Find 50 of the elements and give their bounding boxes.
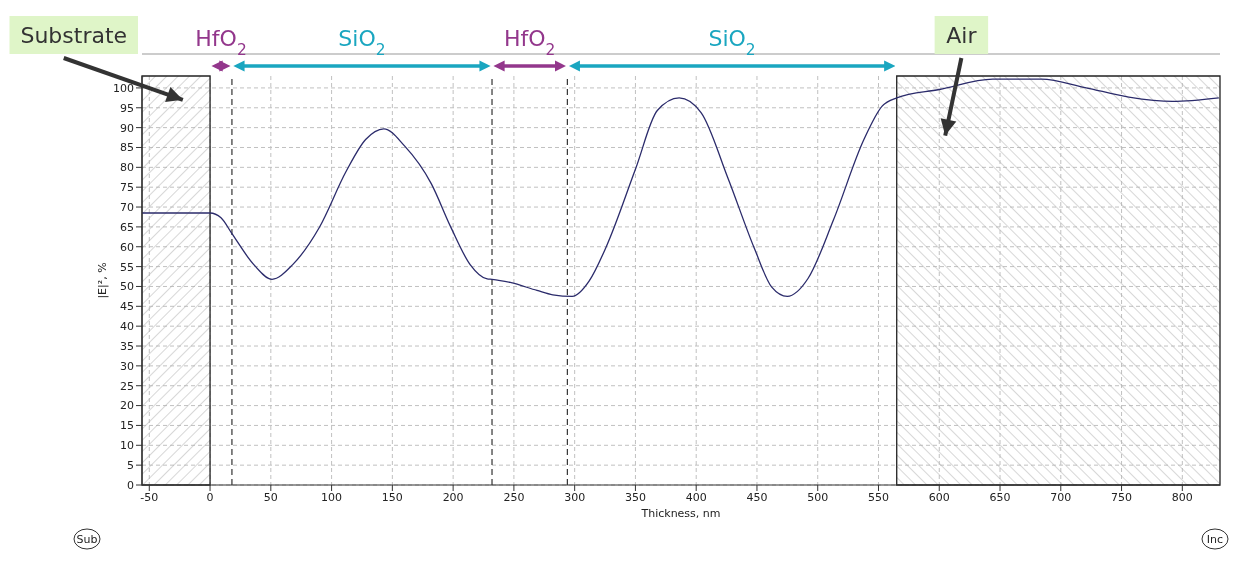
band-label: Substrate <box>20 23 128 48</box>
x-tick-label: 350 <box>624 490 646 504</box>
y-tick-label: 90 <box>120 121 134 135</box>
x-tick-label: 600 <box>928 490 950 504</box>
text: HfO$_{2}$ <box>195 26 247 59</box>
x-tick-label: 550 <box>867 490 889 504</box>
x-tick-label: 750 <box>1111 490 1133 504</box>
x-tick-label: 500 <box>807 490 829 504</box>
x-tick-label: 0 <box>206 490 214 504</box>
y-tick-label: 15 <box>120 419 134 433</box>
x-tick-label: 450 <box>746 490 768 504</box>
y-tick-label: 75 <box>120 181 134 195</box>
y-tick-label: 20 <box>120 399 134 413</box>
y-tick-label: 85 <box>120 141 134 155</box>
x-tick-label: 700 <box>1050 490 1072 504</box>
text: SiO$_{2}$ <box>708 26 756 59</box>
x-tick-label: 650 <box>989 490 1011 504</box>
y-tick-label: 100 <box>113 81 134 95</box>
y-axis-title: |E|², % <box>95 262 109 299</box>
y-tick-label: 5 <box>127 459 134 473</box>
x-tick-label: 150 <box>381 490 403 504</box>
x-tick-label: 300 <box>564 490 586 504</box>
y-tick-label: 30 <box>120 359 134 373</box>
line-series <box>142 78 1220 298</box>
text: Inc <box>1206 533 1224 546</box>
y-tick-label: 40 <box>120 320 134 334</box>
y-tick-label: 25 <box>120 379 134 393</box>
y-tick-label: 50 <box>120 280 134 294</box>
y-tick-label: 35 <box>120 339 134 353</box>
y-tick-label: 45 <box>120 300 134 314</box>
x-tick-label: 250 <box>503 490 525 504</box>
text: Sub <box>76 533 98 546</box>
x-tick-label: 100 <box>321 490 343 504</box>
y-tick-label: 95 <box>120 101 134 115</box>
y-tick-label: 10 <box>120 439 134 453</box>
band-label: Air <box>946 23 978 48</box>
text: SiO$_{2}$ <box>338 26 386 59</box>
x-tick-label: 400 <box>685 490 707 504</box>
x-tick-label: 50 <box>263 490 278 504</box>
text: HfO$_{2}$ <box>503 26 556 59</box>
x-tick-label: -50 <box>140 490 159 504</box>
y-tick-label: 65 <box>120 220 134 234</box>
x-axis-title: Thickness, nm <box>640 507 721 520</box>
x-tick-label: 800 <box>1171 490 1193 504</box>
y-tick-label: 80 <box>120 161 134 175</box>
y-tick-label: 60 <box>120 240 134 254</box>
y-tick-label: 55 <box>120 260 134 274</box>
y-tick-label: 0 <box>127 478 134 492</box>
x-tick-label: 200 <box>442 490 464 504</box>
y-tick-label: 70 <box>120 200 134 214</box>
